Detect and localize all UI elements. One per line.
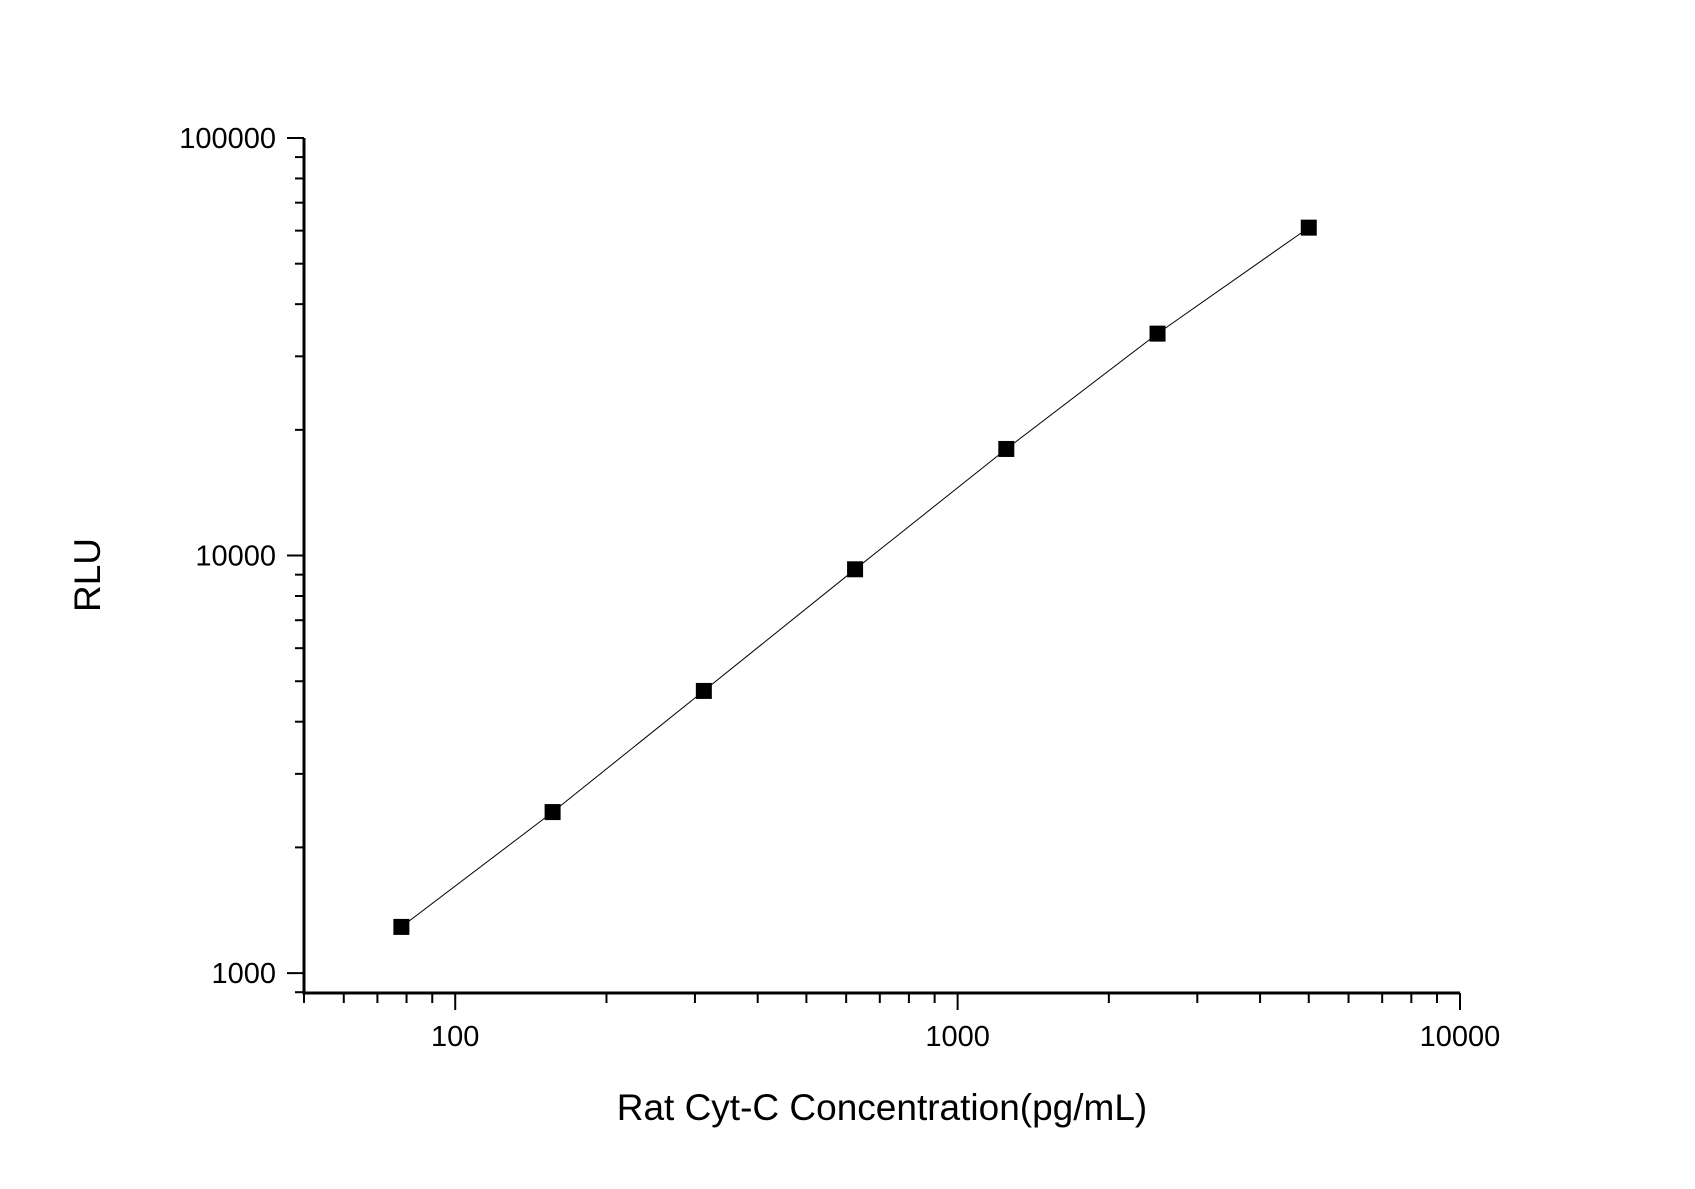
data-point-marker — [847, 561, 864, 578]
data-point-marker — [998, 440, 1015, 457]
x-axis-title: Rat Cyt-C Concentration(pg/mL) — [617, 1087, 1148, 1128]
data-point-marker — [695, 682, 712, 699]
y-tick-label: 1000 — [211, 958, 276, 990]
series — [393, 219, 1317, 935]
x-tick-label: 1000 — [925, 1021, 990, 1053]
data-point-marker — [1300, 219, 1317, 236]
y-axis-title: RLU — [67, 538, 108, 612]
ticks: 100 1000 10000 1000 10000 100000 — [179, 123, 1500, 1053]
x-tick-label: 100 — [431, 1021, 479, 1053]
y-tick-label: 10000 — [195, 541, 276, 573]
data-point-marker — [544, 804, 561, 821]
axes — [302, 138, 1460, 995]
y-tick-label: 100000 — [179, 123, 276, 155]
x-tick-label: 10000 — [1420, 1021, 1501, 1053]
data-point-marker — [393, 918, 410, 935]
data-point-marker — [1149, 325, 1166, 342]
